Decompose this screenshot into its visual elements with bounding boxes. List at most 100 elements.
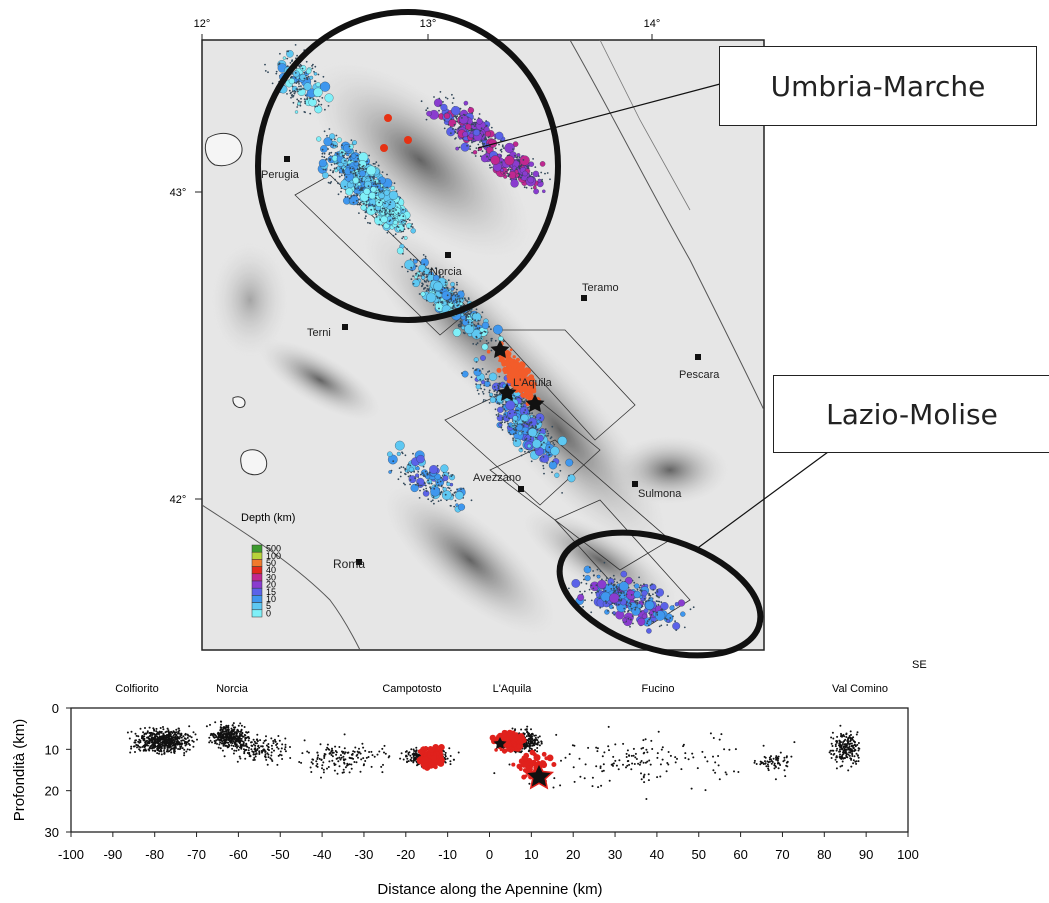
- epicenter: [644, 600, 655, 610]
- epicenter: [508, 431, 511, 434]
- epicenter: [522, 420, 524, 422]
- epicenter: [498, 375, 501, 378]
- epicenter: [417, 484, 420, 487]
- epicenter: [327, 148, 329, 150]
- hypocenter: [167, 729, 170, 732]
- epicenter: [403, 236, 408, 240]
- epicenter: [290, 76, 293, 78]
- epicenter: [433, 274, 440, 282]
- hypocenter: [322, 768, 325, 771]
- epicenter: [620, 591, 623, 594]
- epicenter: [383, 189, 390, 196]
- epicenter: [607, 584, 610, 586]
- hypocenter: [300, 761, 303, 764]
- epicenter: [373, 177, 375, 180]
- hypocenter: [134, 732, 137, 735]
- section-place-label: Val Comino: [832, 683, 888, 695]
- hypocenter: [183, 748, 186, 751]
- hypocenter: [214, 741, 217, 744]
- hypocenter: [180, 736, 183, 739]
- city-teramo: Teramo: [582, 282, 619, 294]
- epicenter: [446, 482, 451, 487]
- hypocenter: [211, 741, 213, 744]
- epicenter: [364, 217, 367, 220]
- epicenter: [459, 107, 462, 110]
- epicenter: [418, 497, 421, 499]
- epicenter: [422, 254, 425, 256]
- epicenter: [412, 275, 414, 277]
- hypocenter: [183, 737, 186, 740]
- epicenter: [501, 145, 504, 148]
- epicenter: [286, 50, 289, 53]
- epicenter: [334, 168, 338, 173]
- epicenter: [484, 331, 487, 333]
- epicenter: [454, 499, 457, 502]
- epicenter: [349, 179, 354, 184]
- hypocenter: [158, 752, 160, 755]
- epicenter: [604, 590, 607, 592]
- epicenter: [632, 622, 634, 625]
- epicenter: [346, 195, 349, 198]
- epicenter: [501, 421, 504, 424]
- epicenter: [420, 100, 423, 103]
- epicenter: [332, 171, 334, 174]
- epicenter: [522, 430, 524, 433]
- epicenter: [461, 370, 469, 378]
- hypocenter: [178, 748, 181, 751]
- epicenter: [415, 473, 420, 478]
- epicenter: [323, 137, 333, 147]
- epicenter: [497, 153, 502, 158]
- epicenter: [402, 236, 405, 238]
- epicenter: [321, 148, 324, 151]
- epicenter: [434, 473, 441, 481]
- hypocenter: [180, 745, 183, 748]
- epicenter: [460, 321, 463, 324]
- epicenter: [506, 420, 509, 423]
- hypocenter: [145, 749, 148, 752]
- epicenter: [619, 579, 622, 582]
- hypocenter: [221, 749, 224, 752]
- epicenter: [470, 499, 473, 502]
- epicenter: [515, 425, 518, 427]
- hypocenter: [328, 760, 331, 763]
- hypocenter: [247, 739, 250, 742]
- epicenter: [397, 478, 400, 481]
- hypocenter: [158, 750, 161, 753]
- hypocenter: [254, 747, 257, 750]
- epicenter: [322, 172, 329, 179]
- epicenter: [402, 466, 405, 469]
- hypocenter: [243, 744, 245, 747]
- epicenter: [455, 291, 457, 294]
- epicenter: [481, 368, 484, 370]
- epicenter: [404, 473, 407, 476]
- hypocenter: [175, 731, 178, 734]
- epicenter: [450, 298, 453, 300]
- epicenter: [487, 378, 490, 381]
- hypocenter: [382, 763, 384, 766]
- hypocenter: [218, 743, 221, 746]
- hypocenter: [161, 736, 164, 739]
- epicenter: [439, 104, 442, 107]
- epicenter: [374, 208, 376, 211]
- epicenter: [299, 104, 302, 107]
- epicenter: [592, 574, 595, 577]
- hypocenter: [220, 723, 223, 726]
- epicenter: [375, 216, 378, 218]
- hypocenter: [134, 751, 136, 753]
- epicenter: [491, 337, 493, 340]
- epicenter: [514, 154, 516, 157]
- lake-bolsena: [240, 449, 268, 476]
- epicenter: [669, 605, 675, 611]
- hypocenter: [223, 755, 226, 758]
- hypocenter: [174, 738, 177, 741]
- epicenter: [358, 167, 361, 170]
- epicenter: [474, 319, 476, 322]
- epicenter: [521, 174, 523, 177]
- epicenter: [438, 97, 441, 100]
- hypocenter: [353, 761, 356, 763]
- epicenter: [596, 574, 601, 579]
- hypocenter: [264, 755, 266, 758]
- epicenter: [498, 336, 504, 342]
- epicenter: [313, 87, 323, 97]
- epicenter: [400, 471, 402, 474]
